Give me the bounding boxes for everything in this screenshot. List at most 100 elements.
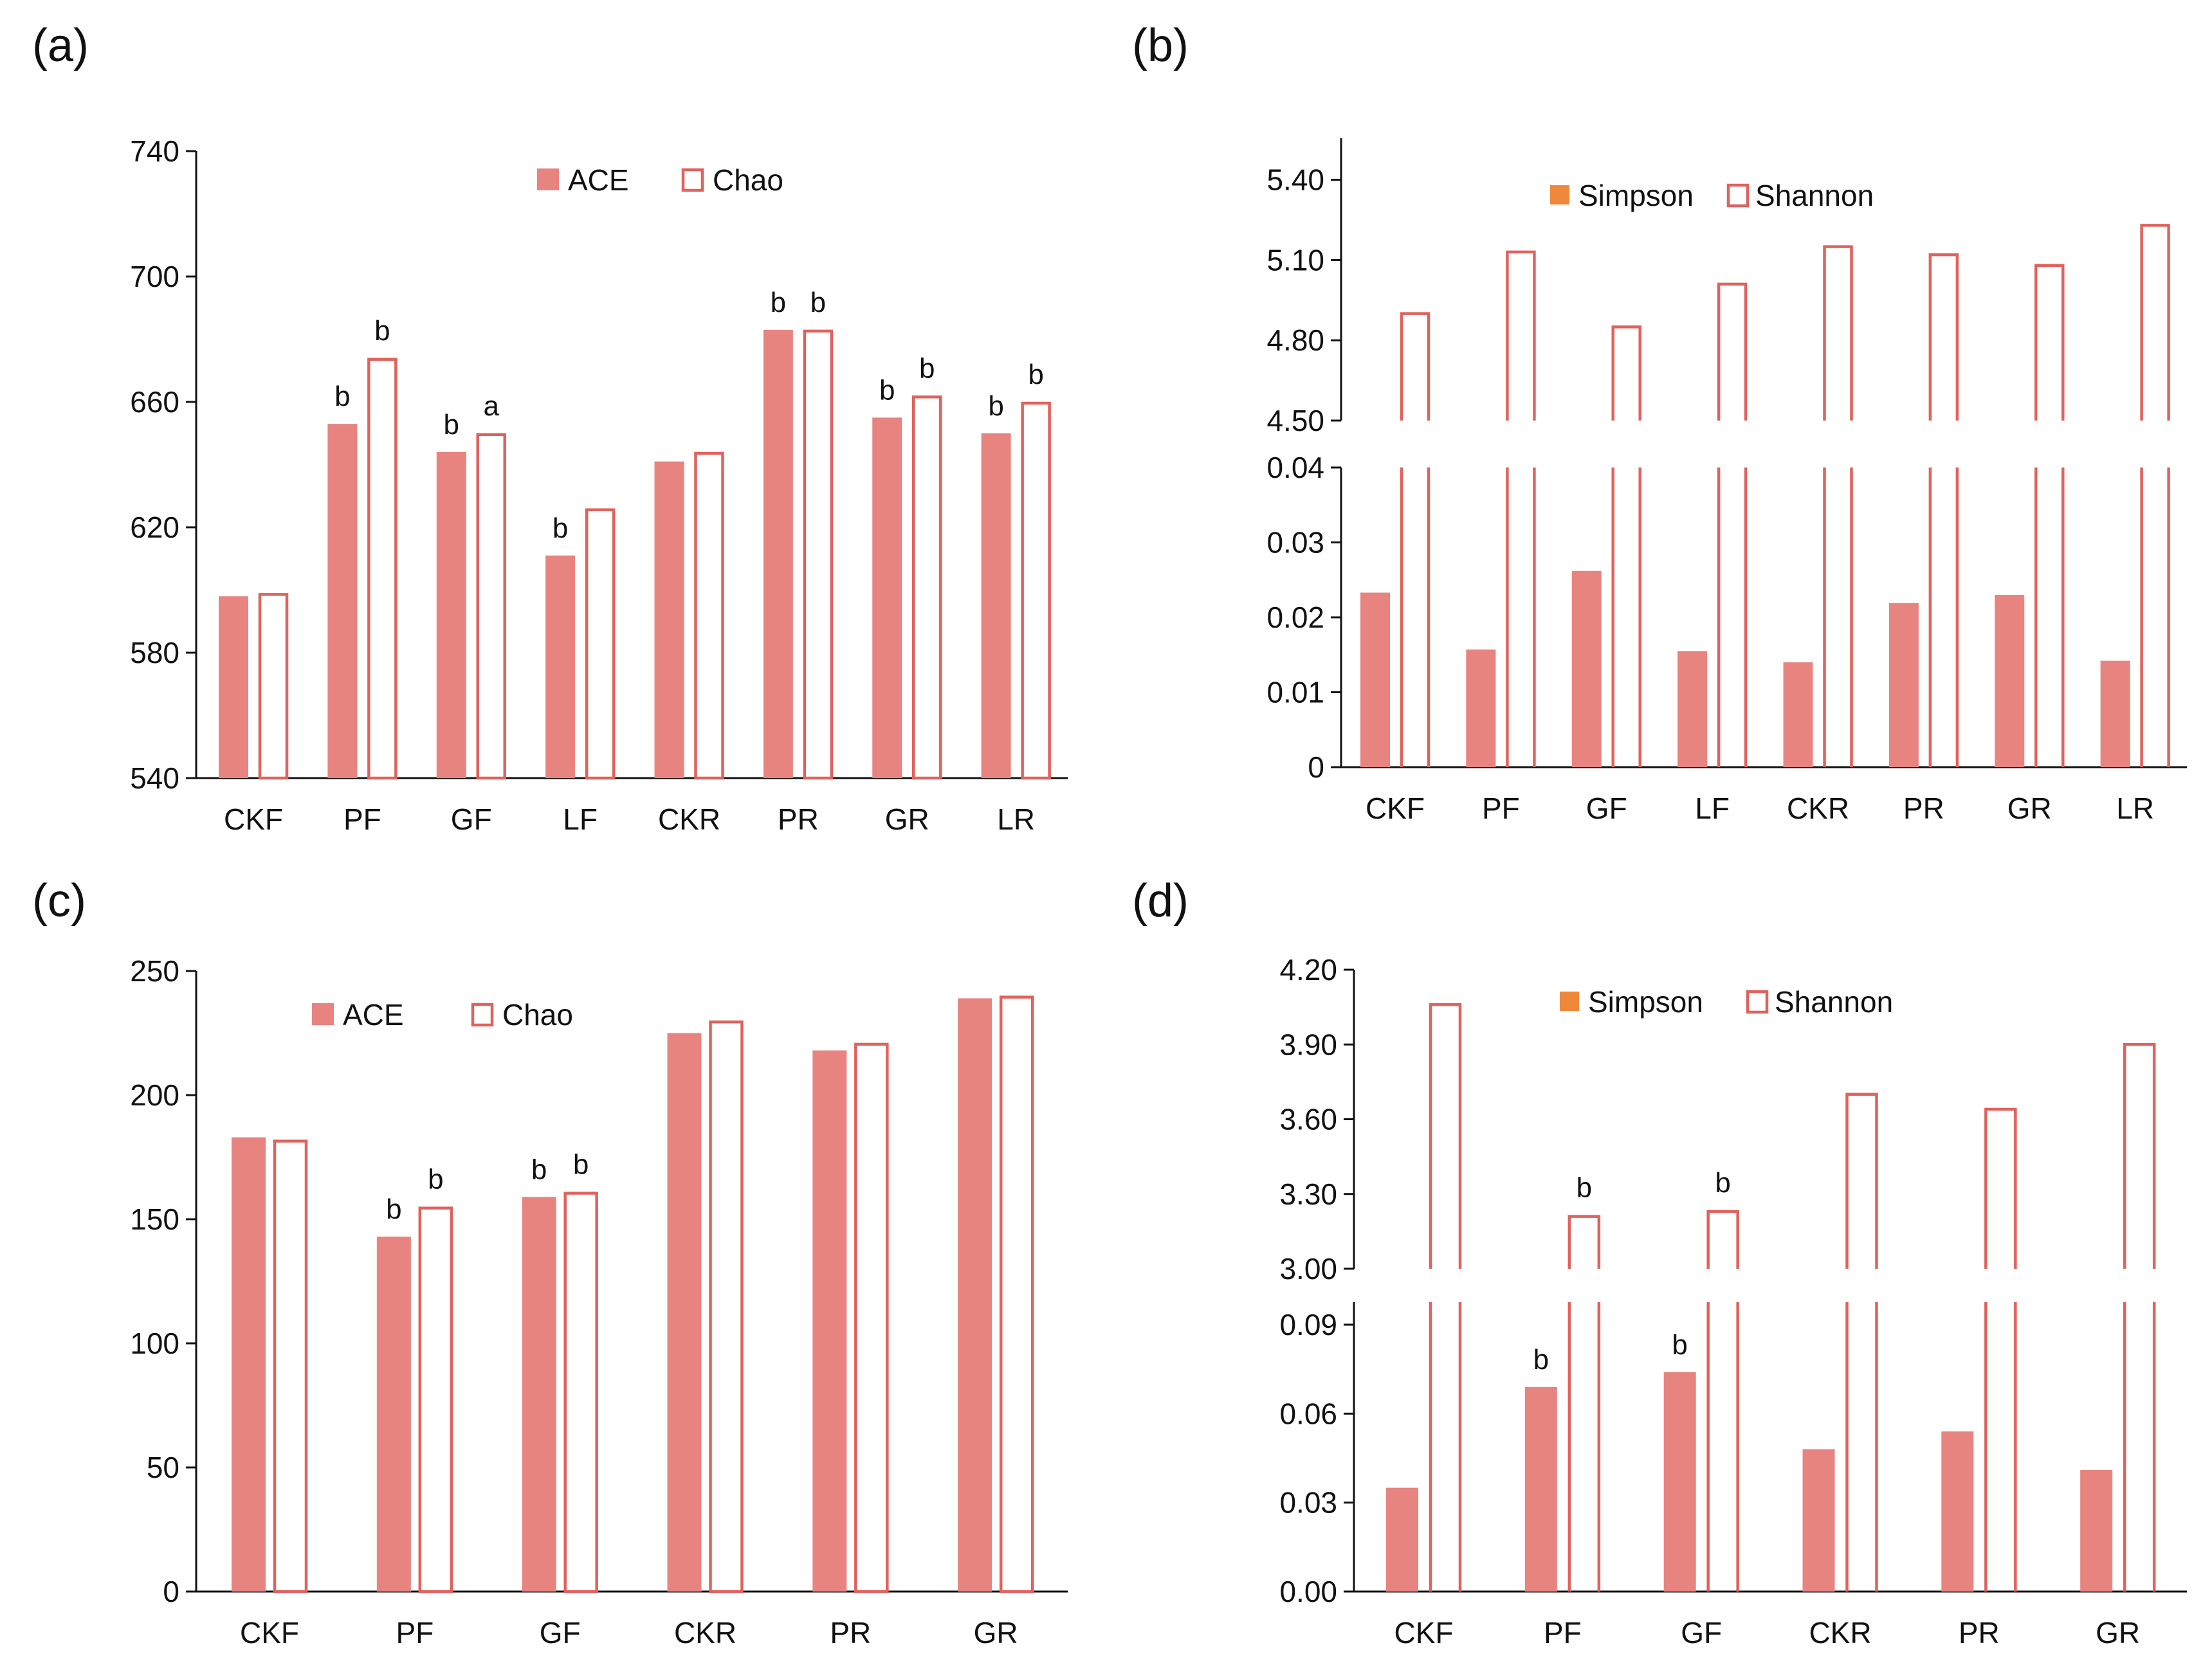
bar-chao <box>273 1139 308 1593</box>
bar-ace <box>219 596 248 778</box>
significance-letter: b <box>374 315 390 347</box>
bar-simpson <box>1802 1449 1835 1592</box>
y-tick-label: 4.80 <box>1266 323 1324 357</box>
y-tick-label: 0.02 <box>1266 601 1324 634</box>
significance-letter: b <box>1672 1329 1687 1361</box>
bar-shannon-upper <box>1400 312 1430 421</box>
bar-shannon-lower <box>2034 467 2065 767</box>
bar-chao <box>709 1020 744 1593</box>
y-tick-label: 580 <box>130 636 179 669</box>
bar-shannon-lower <box>2123 1302 2156 1592</box>
bar-shannon-upper <box>1568 1215 1601 1269</box>
significance-letter: b <box>1533 1344 1549 1375</box>
x-tick-label: GR <box>885 803 929 836</box>
significance-letter: b <box>573 1149 589 1181</box>
bar-chao <box>912 395 942 780</box>
bar-ace <box>522 1197 556 1592</box>
bar-chao <box>418 1206 453 1593</box>
bar-simpson <box>1783 662 1813 767</box>
bar-simpson <box>1995 595 2025 767</box>
bar-ace <box>376 1237 411 1592</box>
bar-shannon-upper <box>1506 250 1536 421</box>
bar-simpson <box>1466 649 1496 767</box>
significance-letter: b <box>771 287 786 318</box>
bar-simpson <box>1663 1372 1696 1592</box>
y-tick-label: 3.00 <box>1279 1252 1337 1285</box>
bar-simpson <box>1888 603 1919 767</box>
y-tick-label: 0.03 <box>1279 1486 1337 1520</box>
x-tick-label: GR <box>2007 792 2052 825</box>
x-tick-label: GR <box>974 1616 1018 1649</box>
significance-letter: b <box>879 374 895 406</box>
x-tick-label: PR <box>1903 792 1944 825</box>
x-tick-label: CKR <box>1809 1616 1871 1649</box>
bar-simpson <box>1941 1431 1974 1592</box>
legend-swatch-shannon <box>1726 183 1750 208</box>
bar-shannon-lower <box>1717 467 1748 767</box>
significance-letter: b <box>1577 1172 1592 1204</box>
bar-shannon-upper <box>1845 1093 1878 1269</box>
bar-simpson <box>1386 1487 1418 1592</box>
bar-simpson <box>1524 1386 1557 1592</box>
significance-letter: b <box>1028 359 1043 390</box>
significance-letter: b <box>810 287 826 318</box>
legend-label: Simpson <box>1578 179 1694 212</box>
bar-shannon-lower <box>1611 467 1641 767</box>
bar-shannon-lower <box>1429 1302 1462 1592</box>
bar-chao <box>854 1042 889 1593</box>
y-tick-label: 4.20 <box>1279 953 1337 986</box>
significance-letter: b <box>444 409 459 440</box>
bar-shannon-lower <box>1845 1302 1878 1592</box>
x-tick-label: PF <box>343 803 381 836</box>
bar-shannon-upper <box>1928 253 1959 421</box>
panel-label: (a) <box>32 20 89 71</box>
legend-swatch-ace <box>312 1003 334 1025</box>
bar-ace <box>545 555 576 778</box>
bar-simpson <box>2080 1469 2113 1592</box>
legend: ACE Chao <box>537 163 783 197</box>
panel-d: (d) 3.00 3.30 3.60 3.90 4.20 0.00 0.03 0.06 0.09 C… <box>1132 875 2187 1649</box>
y-tick-label: 5.40 <box>1266 163 1324 197</box>
significance-letter: b <box>988 390 1003 422</box>
bar-shannon-lower <box>1568 1302 1601 1592</box>
bar-simpson <box>2100 660 2130 767</box>
x-tick-label: PF <box>1482 792 1520 825</box>
bar-chao <box>563 1192 598 1593</box>
legend-swatch-shannon <box>1746 990 1769 1014</box>
significance-letter: b <box>919 352 935 384</box>
significance-letter: b <box>1715 1167 1730 1199</box>
legend-label: Simpson <box>1588 985 1703 1019</box>
bar-ace <box>958 998 992 1592</box>
y-tick-label: 700 <box>130 260 179 293</box>
bar-shannon-lower <box>1928 467 1959 767</box>
x-tick-label: GF <box>1681 1616 1722 1649</box>
y-tick-label: 3.90 <box>1279 1028 1337 1061</box>
bar-shannon-lower <box>1706 1302 1739 1592</box>
legend-label: Shannon <box>1775 985 1893 1019</box>
significance-letter: a <box>484 390 500 422</box>
bar-simpson <box>1677 651 1708 767</box>
y-tick-label: 4.50 <box>1266 404 1324 437</box>
bar-shannon-upper <box>2034 264 2065 421</box>
x-tick-label: PR <box>778 803 819 836</box>
legend: Simpson Shannon <box>1560 985 1893 1019</box>
panel-b: (b) 4.50 4.80 5.10 5.40 0 0.01 0.02 0.03 0.04 CKF P… <box>1132 20 2187 825</box>
legend-label: Shannon <box>1755 179 1874 212</box>
bar-chao <box>1021 401 1051 780</box>
legend-swatch-chao <box>681 168 704 192</box>
x-tick-label: CKR <box>674 1616 736 1649</box>
x-tick-label: PR <box>1959 1616 2000 1649</box>
legend-label: ACE <box>343 998 404 1031</box>
y-tick-label: 5.10 <box>1266 243 1324 277</box>
significance-letter: b <box>531 1154 547 1185</box>
y-tick-label: 740 <box>130 134 179 168</box>
x-tick-label: LR <box>997 803 1035 836</box>
bar-ace <box>667 1033 702 1592</box>
legend-swatch-simpson <box>1550 185 1569 204</box>
bar-shannon-lower <box>1400 467 1430 767</box>
x-tick-label: GF <box>1586 792 1627 825</box>
bar-chao <box>585 508 616 780</box>
legend: Simpson Shannon <box>1550 179 1874 212</box>
y-tick-label: 540 <box>130 761 179 795</box>
